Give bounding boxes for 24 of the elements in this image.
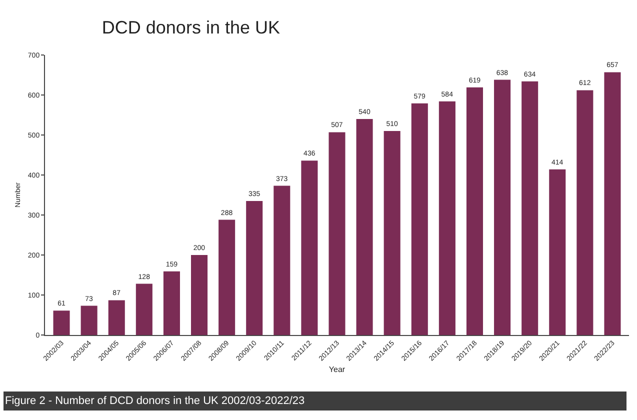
bar bbox=[136, 284, 152, 335]
bar bbox=[604, 72, 621, 335]
bar bbox=[356, 119, 373, 335]
bar bbox=[328, 132, 346, 335]
chart-title: DCD donors in the UK bbox=[102, 18, 280, 38]
bar bbox=[522, 81, 538, 335]
bar bbox=[108, 300, 125, 335]
bar bbox=[438, 101, 456, 335]
bar bbox=[53, 310, 70, 335]
bar bbox=[301, 160, 318, 335]
bar bbox=[411, 103, 428, 335]
caption: Figure 2 - Number of DCD donors in the UK 2002/03-2022/23 bbox=[5, 395, 305, 407]
bar bbox=[218, 220, 236, 335]
bar bbox=[191, 255, 208, 335]
bar bbox=[246, 201, 263, 335]
bar bbox=[163, 271, 180, 335]
bar bbox=[274, 186, 290, 335]
x-axis-title: Year bbox=[328, 364, 346, 374]
bar bbox=[494, 80, 511, 335]
bar bbox=[549, 169, 566, 335]
bar bbox=[80, 306, 98, 335]
bar bbox=[576, 90, 594, 335]
bar bbox=[466, 87, 483, 335]
bar bbox=[384, 131, 400, 335]
